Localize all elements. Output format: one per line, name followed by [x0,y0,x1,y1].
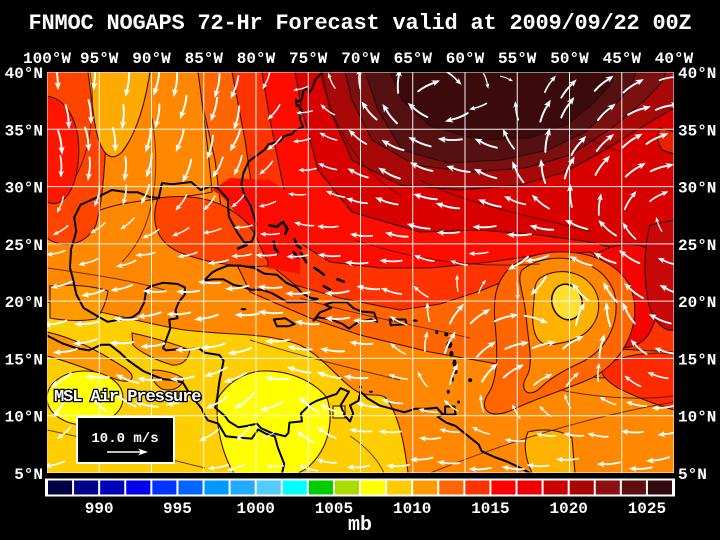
svg-text:1000: 1000 [236,500,274,518]
svg-text:40°N: 40°N [5,65,43,83]
svg-text:60°W: 60°W [446,50,485,68]
svg-text:25°N: 25°N [678,237,716,255]
svg-text:MSL Air Pressure: MSL Air Pressure [54,388,201,407]
svg-text:40°W: 40°W [655,50,694,68]
svg-text:10.0 m/s: 10.0 m/s [91,431,158,447]
svg-text:70°W: 70°W [341,50,380,68]
svg-text:65°W: 65°W [394,50,433,68]
svg-text:mb: mb [348,514,372,537]
svg-text:5°N: 5°N [14,466,43,484]
svg-text:1020: 1020 [549,500,587,518]
svg-text:30°N: 30°N [678,180,716,198]
svg-text:995: 995 [163,500,192,518]
svg-text:FNMOC NOGAPS 72-Hr Forecast va: FNMOC NOGAPS 72-Hr Forecast valid at 200… [28,11,691,36]
svg-text:95°W: 95°W [80,50,119,68]
svg-text:990: 990 [85,500,114,518]
svg-text:5°N: 5°N [678,466,707,484]
svg-text:1025: 1025 [628,500,666,518]
svg-text:20°N: 20°N [678,294,716,312]
svg-text:1015: 1015 [471,500,509,518]
svg-text:85°W: 85°W [185,50,224,68]
svg-text:10°N: 10°N [5,409,43,427]
svg-text:20°N: 20°N [5,294,43,312]
svg-text:35°N: 35°N [678,122,716,140]
svg-text:30°N: 30°N [5,180,43,198]
svg-text:15°N: 15°N [5,351,43,369]
svg-text:10°N: 10°N [678,409,716,427]
svg-text:25°N: 25°N [5,237,43,255]
svg-text:55°W: 55°W [498,50,537,68]
svg-text:75°W: 75°W [289,50,328,68]
svg-text:100°W: 100°W [23,50,71,68]
svg-text:90°W: 90°W [132,50,171,68]
svg-text:50°W: 50°W [550,50,589,68]
svg-text:45°W: 45°W [603,50,642,68]
svg-text:1005: 1005 [315,500,353,518]
svg-text:35°N: 35°N [5,122,43,140]
svg-text:80°W: 80°W [237,50,276,68]
svg-text:40°N: 40°N [678,65,716,83]
svg-text:1010: 1010 [393,500,431,518]
svg-text:15°N: 15°N [678,351,716,369]
